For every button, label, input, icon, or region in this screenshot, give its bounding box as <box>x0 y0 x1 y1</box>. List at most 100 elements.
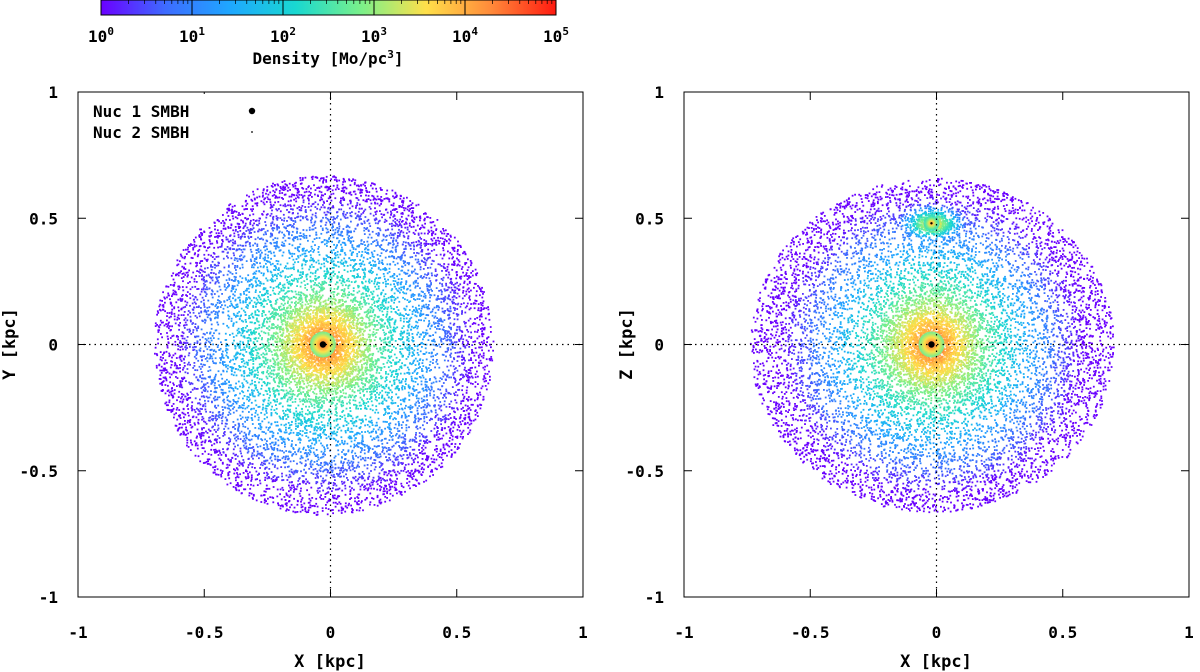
density-point <box>308 185 310 188</box>
density-point <box>264 459 267 462</box>
density-point <box>290 274 293 276</box>
density-point <box>377 359 380 362</box>
density-point <box>301 505 304 508</box>
density-point <box>276 218 279 221</box>
colorbar-tick-label: 103 <box>361 25 387 46</box>
density-point <box>384 495 387 498</box>
density-point <box>262 346 265 348</box>
density-point <box>470 403 473 406</box>
density-point <box>376 283 378 286</box>
density-point <box>292 185 295 188</box>
density-point <box>329 211 332 214</box>
density-point <box>368 431 371 434</box>
density-point <box>279 305 282 308</box>
density-point <box>326 487 329 490</box>
density-point <box>421 453 424 455</box>
density-point <box>297 212 299 215</box>
density-point <box>356 442 359 444</box>
density-point <box>481 304 484 307</box>
density-point <box>434 409 437 412</box>
density-point <box>358 340 361 343</box>
density-point <box>362 199 365 202</box>
density-point <box>410 379 413 382</box>
density-point <box>220 391 223 394</box>
density-point <box>389 242 392 245</box>
density-point <box>229 271 232 274</box>
density-point <box>240 219 243 222</box>
density-point <box>333 473 335 476</box>
density-point <box>451 386 454 388</box>
density-point <box>300 503 303 506</box>
density-point <box>191 257 194 259</box>
density-point <box>335 434 338 437</box>
density-point <box>386 391 389 394</box>
density-point <box>336 281 338 284</box>
density-point <box>454 303 457 305</box>
density-point <box>298 398 301 401</box>
density-point <box>261 342 264 345</box>
density-point <box>318 414 320 417</box>
density-point <box>295 453 298 456</box>
density-point <box>366 240 369 243</box>
density-point <box>336 244 338 246</box>
density-point <box>321 510 324 512</box>
density-point <box>420 380 423 383</box>
density-point <box>301 475 304 477</box>
density-point <box>408 480 411 483</box>
density-point <box>391 460 394 463</box>
density-point <box>314 312 317 314</box>
density-point <box>309 355 311 357</box>
density-point <box>243 488 245 491</box>
density-point <box>181 345 183 348</box>
density-point <box>329 281 332 283</box>
density-point <box>236 472 238 474</box>
density-point <box>336 311 338 313</box>
density-point <box>290 429 293 431</box>
density-point <box>486 373 489 375</box>
density-point <box>269 191 272 194</box>
density-point <box>364 424 366 427</box>
density-point <box>209 231 212 234</box>
density-point <box>186 342 189 344</box>
density-point <box>477 375 479 378</box>
density-point <box>291 224 294 227</box>
density-point <box>300 455 303 457</box>
density-point <box>254 202 257 205</box>
density-point <box>265 349 267 352</box>
density-point <box>287 216 290 219</box>
density-point <box>400 226 403 229</box>
density-point <box>265 407 268 410</box>
density-point <box>349 315 351 317</box>
density-point <box>369 503 371 506</box>
density-point <box>193 306 195 309</box>
density-point <box>445 442 448 445</box>
density-point <box>270 408 273 411</box>
density-point <box>415 204 418 207</box>
density-point <box>402 291 404 294</box>
density-point <box>410 226 413 228</box>
density-point <box>235 374 238 377</box>
density-point <box>361 243 364 245</box>
density-point <box>391 246 394 249</box>
density-point <box>417 461 419 464</box>
density-point <box>186 405 189 407</box>
density-point <box>261 213 264 216</box>
density-point <box>419 219 421 222</box>
density-point <box>283 396 285 398</box>
density-point <box>319 456 322 459</box>
density-point <box>382 289 385 292</box>
density-point <box>215 264 218 267</box>
density-point <box>338 239 341 242</box>
density-point <box>220 417 223 419</box>
density-point <box>363 486 365 488</box>
density-point <box>162 357 164 359</box>
density-point <box>368 386 371 389</box>
density-point <box>425 389 428 392</box>
density-point <box>209 353 212 356</box>
density-point <box>301 434 304 437</box>
density-point <box>320 396 323 399</box>
density-point <box>193 440 196 443</box>
density-point <box>389 479 392 481</box>
density-point <box>283 299 285 302</box>
density-point <box>417 367 420 369</box>
